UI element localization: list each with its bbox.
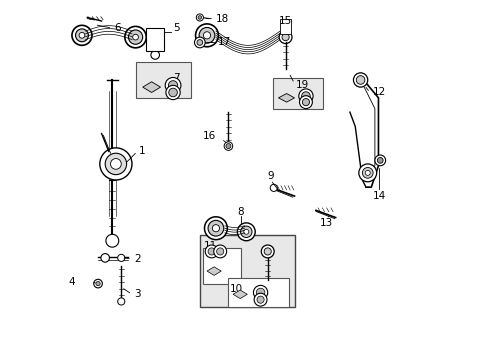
Circle shape: [279, 31, 291, 44]
Bar: [228, 278, 288, 307]
Circle shape: [216, 248, 224, 255]
Circle shape: [203, 32, 210, 39]
Bar: [272, 78, 323, 109]
Text: 14: 14: [372, 191, 386, 201]
Circle shape: [132, 34, 138, 40]
Circle shape: [374, 155, 385, 166]
Circle shape: [301, 92, 309, 100]
Bar: [146, 28, 164, 51]
Circle shape: [282, 33, 288, 41]
Circle shape: [106, 234, 119, 247]
Circle shape: [118, 254, 124, 261]
Text: 8: 8: [237, 207, 244, 217]
Circle shape: [165, 85, 180, 100]
Circle shape: [256, 288, 264, 297]
Text: 11: 11: [203, 241, 217, 251]
Text: 10: 10: [229, 284, 242, 294]
Circle shape: [270, 184, 277, 192]
Polygon shape: [233, 290, 247, 298]
Circle shape: [358, 164, 376, 182]
Circle shape: [365, 170, 369, 175]
Circle shape: [196, 14, 203, 21]
Circle shape: [100, 148, 132, 180]
Circle shape: [205, 245, 218, 258]
Circle shape: [244, 229, 248, 234]
Bar: [200, 235, 294, 307]
Circle shape: [261, 245, 274, 258]
Circle shape: [151, 51, 159, 59]
Circle shape: [96, 282, 100, 286]
Circle shape: [124, 26, 146, 48]
Circle shape: [101, 253, 109, 262]
Circle shape: [224, 142, 232, 150]
Circle shape: [72, 25, 92, 45]
Circle shape: [302, 99, 309, 106]
Text: 6: 6: [114, 23, 121, 33]
Circle shape: [204, 217, 227, 240]
Text: 5: 5: [173, 23, 179, 33]
Circle shape: [105, 153, 126, 175]
Circle shape: [207, 248, 215, 255]
Circle shape: [254, 293, 266, 306]
Circle shape: [225, 144, 230, 149]
Bar: [280, 19, 290, 33]
Text: 19: 19: [296, 80, 309, 90]
Circle shape: [197, 40, 203, 45]
Text: 2: 2: [134, 253, 140, 264]
Circle shape: [118, 298, 124, 305]
Text: 15: 15: [278, 16, 292, 26]
Circle shape: [353, 73, 367, 87]
Circle shape: [213, 245, 226, 258]
Circle shape: [257, 296, 264, 303]
Circle shape: [298, 89, 312, 103]
Circle shape: [207, 220, 224, 236]
Circle shape: [110, 158, 121, 169]
Circle shape: [168, 81, 177, 90]
Bar: [135, 62, 190, 98]
Circle shape: [199, 27, 214, 43]
Circle shape: [75, 29, 88, 42]
Text: 18: 18: [216, 14, 229, 23]
Circle shape: [165, 77, 181, 93]
Circle shape: [356, 76, 364, 84]
Text: 9: 9: [267, 171, 273, 181]
Circle shape: [264, 248, 271, 255]
Text: 4: 4: [68, 277, 75, 287]
Polygon shape: [278, 94, 294, 102]
Circle shape: [377, 157, 382, 163]
Text: 1: 1: [139, 147, 145, 157]
Text: 17: 17: [217, 37, 230, 48]
Text: 13: 13: [319, 218, 332, 228]
Polygon shape: [142, 82, 160, 93]
Circle shape: [194, 37, 205, 48]
Circle shape: [299, 96, 312, 109]
Circle shape: [94, 279, 102, 288]
Polygon shape: [206, 267, 221, 275]
Text: 3: 3: [134, 289, 140, 299]
Circle shape: [128, 30, 142, 44]
Bar: [203, 248, 241, 284]
Circle shape: [240, 226, 251, 238]
Text: 7: 7: [173, 73, 179, 83]
Circle shape: [168, 88, 177, 97]
Circle shape: [212, 225, 219, 232]
Circle shape: [198, 16, 201, 19]
Circle shape: [195, 24, 218, 47]
Text: 16: 16: [202, 131, 216, 141]
Circle shape: [253, 285, 267, 300]
Text: 12: 12: [372, 87, 385, 98]
Circle shape: [79, 32, 84, 38]
Circle shape: [362, 167, 372, 178]
Circle shape: [237, 223, 255, 241]
